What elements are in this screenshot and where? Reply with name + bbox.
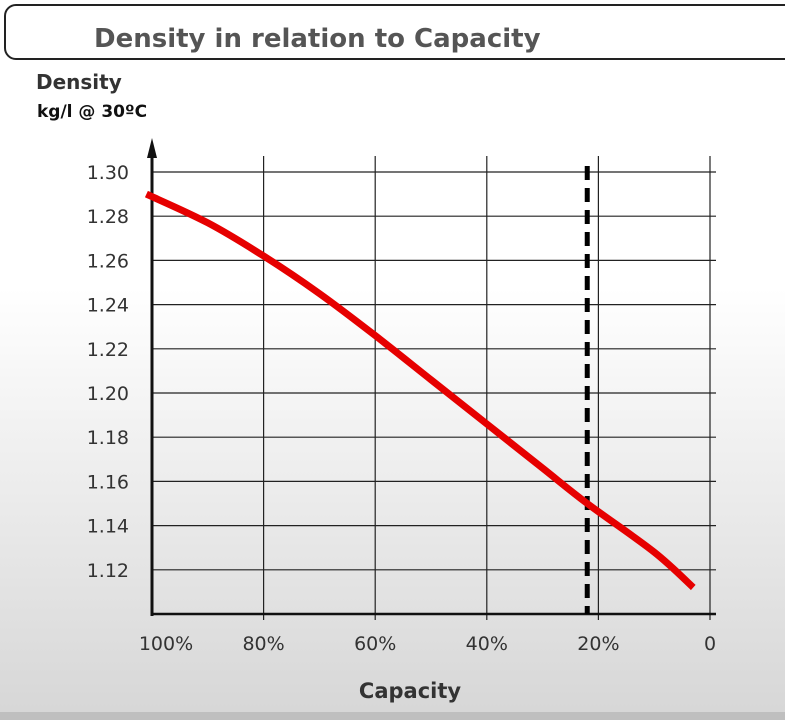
x-axis-label: Capacity [359,679,461,703]
y-tick-label: 1.22 [87,339,129,361]
x-tick-label: 60% [354,633,396,655]
y-tick-label: 1.18 [87,427,129,449]
y-tick-label: 1.28 [87,206,129,228]
y-tick-label: 1.14 [87,516,129,538]
y-tick-label: 1.26 [87,250,129,272]
y-tick-label: 1.16 [87,471,129,493]
y-tick-label: 1.24 [87,295,129,317]
y-axis-arrow [147,138,157,158]
y-axis-unit: kg/l @ 30ºC [37,102,148,122]
title-box: Density in relation to Capacity [4,4,785,60]
bottom-bar [0,712,785,720]
density-curve [144,190,696,591]
x-tick-label: 0 [704,633,716,655]
x-tick-label: 40% [466,633,508,655]
x-tick-label: 80% [242,633,284,655]
y-axis-label: Density [36,70,122,94]
x-tick-label: 20% [577,633,619,655]
x-tick-label: 100% [139,633,193,655]
chart-title: Density in relation to Capacity [94,24,541,54]
y-tick-label: 1.12 [87,560,129,582]
y-tick-label: 1.30 [87,162,129,184]
y-tick-label: 1.20 [87,383,129,405]
